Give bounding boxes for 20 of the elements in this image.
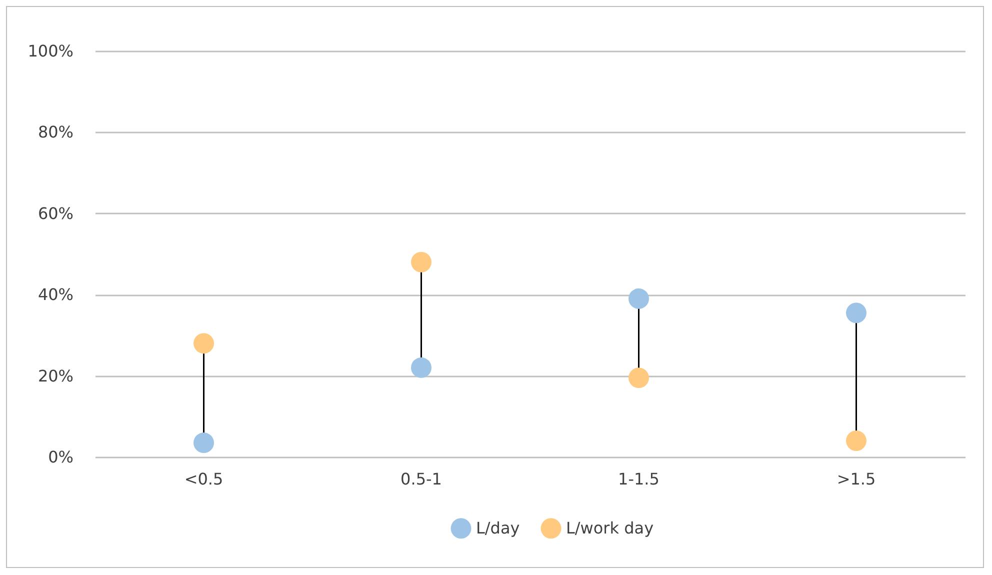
y-tick-label: 60%	[38, 204, 74, 223]
x-tick-label: >1.5	[836, 470, 876, 488]
x-tick-label: 0.5-1	[400, 470, 442, 488]
point	[628, 368, 649, 388]
point	[194, 333, 214, 354]
point	[846, 430, 866, 451]
y-tick-label: 20%	[38, 366, 74, 386]
legend-label: L/work day	[566, 518, 654, 538]
y-tick-label: 100%	[28, 42, 74, 60]
y-tick-label: 80%	[38, 122, 74, 142]
point	[411, 252, 432, 272]
x-tick-label: 1-1.5	[618, 470, 660, 488]
point	[411, 357, 432, 378]
y-tick-label: 0%	[48, 448, 74, 466]
point	[846, 302, 866, 324]
point	[628, 288, 649, 309]
point	[194, 432, 214, 454]
y-tick-label: 40%	[38, 285, 74, 304]
x-tick-label: <0.5	[184, 470, 224, 488]
legend-label: L/day	[476, 518, 520, 538]
